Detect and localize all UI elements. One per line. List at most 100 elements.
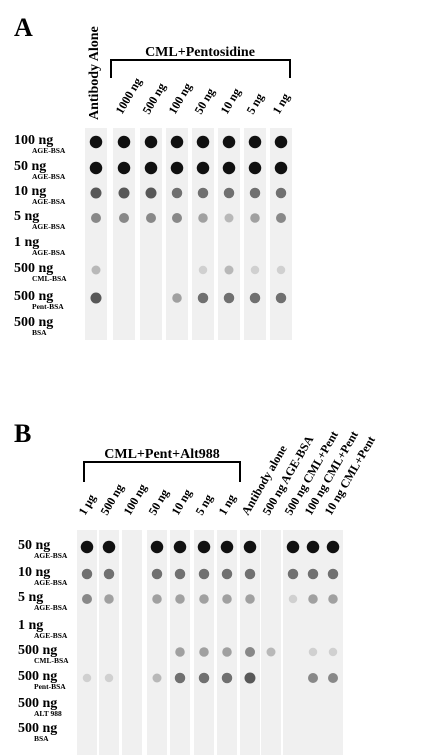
row-sublabel: Pent-BSA: [34, 682, 66, 691]
blot-strip: [270, 128, 292, 340]
dot: [197, 292, 209, 304]
dot: [266, 647, 276, 657]
dot: [222, 594, 232, 604]
dot: [144, 135, 158, 149]
row-label: 500 ng: [18, 643, 57, 658]
dot: [175, 647, 185, 657]
row-sublabel: AGE-BSA: [32, 222, 66, 231]
dot: [223, 187, 235, 199]
row-sublabel: AGE-BSA: [34, 631, 68, 640]
blot-strip: [170, 530, 190, 755]
row-sublabel: AGE-BSA: [32, 248, 66, 257]
row-label: 500 ng: [18, 721, 57, 736]
dot: [199, 647, 209, 657]
dot: [170, 135, 184, 149]
blot-strip: [217, 530, 237, 755]
blot-strip: [166, 128, 188, 340]
row-label: 1 ng: [18, 618, 43, 633]
dot: [90, 187, 102, 199]
dot: [244, 672, 256, 684]
bracket: [110, 59, 291, 78]
row-label: 500 ng: [14, 315, 53, 330]
dot: [152, 594, 162, 604]
row-sublabel: ALT 988: [34, 709, 62, 718]
column-label: 100 ng: [165, 80, 194, 116]
dot: [244, 568, 256, 580]
dot: [171, 187, 183, 199]
blot-strip: [218, 128, 240, 340]
dot: [326, 540, 340, 554]
dot: [80, 540, 94, 554]
blot-strip: [194, 530, 214, 755]
row-sublabel: AGE-BSA: [34, 603, 68, 612]
dot: [250, 213, 260, 223]
dot: [102, 540, 116, 554]
dot: [172, 213, 182, 223]
row-sublabel: AGE-BSA: [32, 146, 66, 155]
row-label: 1 ng: [14, 235, 39, 250]
row-label: 5 ng: [14, 209, 39, 224]
dot: [286, 540, 300, 554]
dot: [197, 540, 211, 554]
dot: [223, 292, 235, 304]
row-label: 10 ng: [14, 184, 46, 199]
column-label: 1 ng: [215, 492, 238, 518]
blot-strip: [85, 128, 107, 340]
dot: [328, 673, 338, 683]
row-label: 50 ng: [14, 159, 46, 174]
column-label: 1 ng: [269, 91, 292, 117]
row-sublabel: AGE-BSA: [32, 172, 66, 181]
dot: [172, 293, 182, 303]
blot-strip: [113, 128, 135, 340]
column-label: 10 ng: [217, 86, 243, 117]
dot: [245, 647, 255, 657]
dot: [275, 292, 287, 304]
blot-strip: [77, 530, 97, 755]
dot: [199, 594, 209, 604]
dot: [287, 568, 299, 580]
dot: [274, 161, 288, 175]
dot: [89, 135, 103, 149]
dot: [91, 265, 101, 275]
dot: [91, 213, 101, 223]
dot: [306, 540, 320, 554]
row-label: 500 ng: [18, 696, 57, 711]
row-label: 500 ng: [14, 261, 53, 276]
column-label: 50 ng: [191, 86, 217, 117]
dot: [222, 161, 236, 175]
panel-label: A: [14, 13, 33, 42]
row-sublabel: BSA: [34, 734, 49, 743]
row-label: 10 ng: [18, 565, 50, 580]
dot: [197, 187, 209, 199]
dot: [328, 647, 338, 657]
dot: [118, 187, 130, 199]
dot: [250, 265, 260, 275]
dot: [307, 568, 319, 580]
dot: [198, 213, 208, 223]
row-label: 100 ng: [14, 133, 53, 148]
dot: [151, 568, 163, 580]
antibody-label: Antibody Alone: [87, 26, 102, 120]
blot-strip: [122, 530, 142, 755]
dot: [222, 647, 232, 657]
dot: [196, 161, 210, 175]
dot: [276, 213, 286, 223]
blot-strip: [240, 530, 260, 755]
bracket: [83, 461, 241, 482]
column-label: 50 ng: [145, 487, 171, 518]
dot: [275, 187, 287, 199]
row-sublabel: AGE-BSA: [32, 197, 66, 206]
dot: [248, 161, 262, 175]
blot-strip: [323, 530, 343, 755]
dot: [327, 568, 339, 580]
dot: [243, 540, 257, 554]
dot: [150, 540, 164, 554]
blot-strip: [140, 128, 162, 340]
column-label: 10 ng: [168, 487, 194, 518]
blot-strip: [99, 530, 119, 755]
dot: [248, 135, 262, 149]
blot-strip: [303, 530, 323, 755]
dot: [221, 672, 233, 684]
dot: [221, 568, 233, 580]
